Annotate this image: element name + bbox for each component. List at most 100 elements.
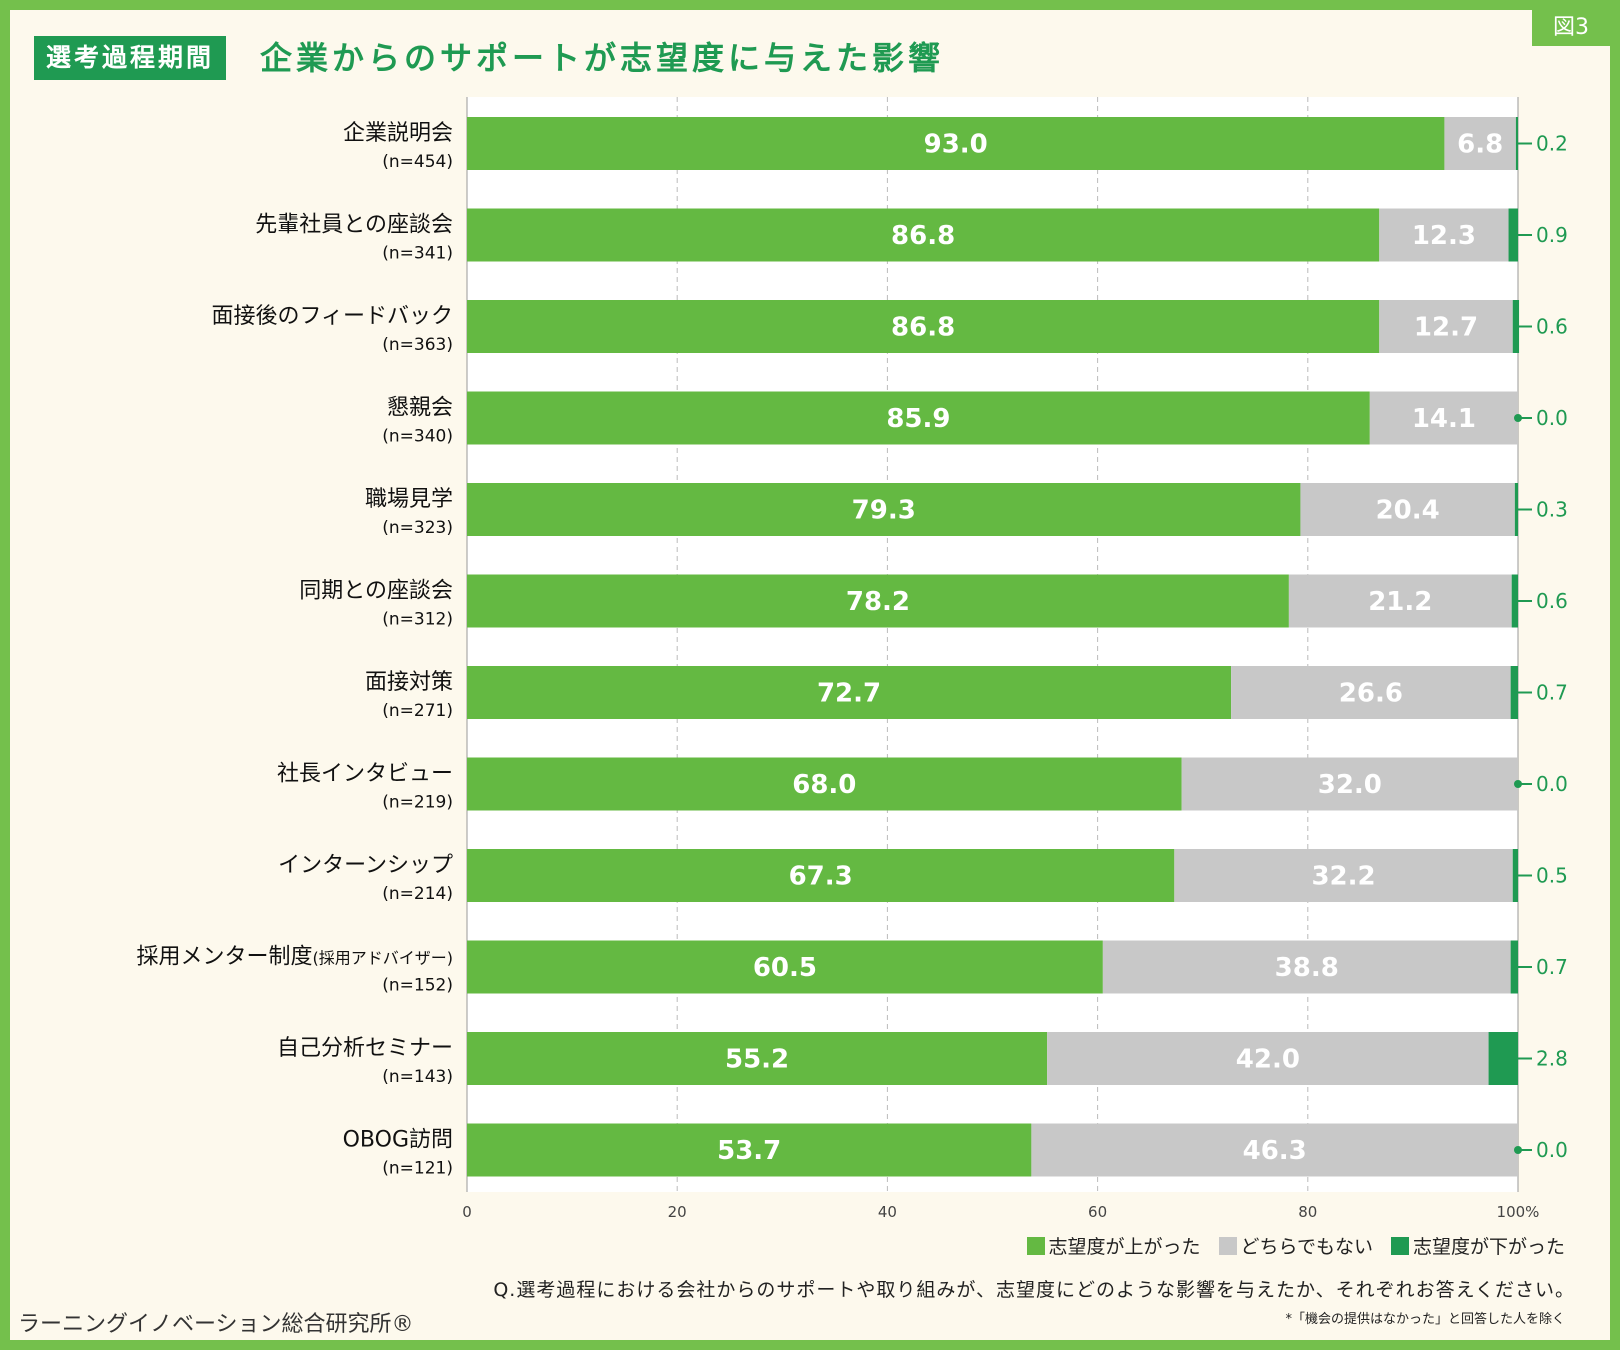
sample-size-label: (n=341) [382,244,453,264]
value-label-up: 67.3 [789,862,853,892]
plot-area [467,97,1518,1192]
value-label-up: 86.8 [891,221,955,251]
value-label-down: 0.0 [1536,1138,1568,1162]
bar-segment-neutral [1181,757,1518,811]
bar-segment-neutral [1379,300,1513,353]
x-tick-label: 0 [462,1203,472,1221]
value-label-down: 0.6 [1536,315,1568,339]
value-label-neutral: 38.8 [1275,953,1339,983]
bar-segment-neutral [1369,391,1518,445]
bar-segment-up [467,483,1301,536]
value-label-down: 0.7 [1536,681,1568,705]
value-label-up: 93.0 [924,130,988,160]
category-label: インターンシップ [278,853,453,878]
x-tick-label: 80 [1298,1203,1317,1221]
category-label: 社長インタビュー [277,762,453,787]
bar-segment-down [1512,849,1518,902]
value-label-neutral: 26.6 [1339,679,1403,709]
bar-segment-down [1515,117,1518,170]
value-label-down: 0.0 [1536,406,1568,430]
value-label-neutral: 12.3 [1412,221,1476,251]
stacked-bar-chart: 0 20 40 60 80 100% 企業説明会 (n=454) 93.0 6.8 0.2 先輩社員と… [136,97,1568,1221]
bar-segment-up [467,666,1232,719]
bar-segment-down [1510,666,1518,719]
legend-swatch-up [1026,1236,1045,1255]
value-label-up: 72.7 [817,679,881,709]
bar-segment-neutral [1300,483,1515,536]
value-label-up: 53.7 [717,1136,781,1166]
callout-dot [1514,414,1522,422]
value-label-down: 0.9 [1536,223,1568,247]
category-label: 懇親会 [387,396,453,421]
sample-size-label: (n=340) [382,427,453,447]
sample-size-label: (n=312) [382,610,453,630]
legend-item-up: 志望度が上がった [1026,1232,1201,1259]
value-label-down: 0.7 [1536,955,1568,979]
bar-segment-neutral [1444,117,1516,170]
legend-label-down: 志望度が下がった [1412,1236,1565,1258]
value-label-up: 85.9 [886,404,950,434]
value-label-down: 0.6 [1536,589,1568,613]
callout-dot [1514,1146,1522,1154]
bar-segment-down [1488,1032,1518,1085]
value-label-up: 79.3 [852,496,916,526]
x-tick-label: 40 [878,1203,897,1221]
sample-size-label: (n=363) [382,335,453,355]
value-label-neutral: 32.2 [1311,862,1375,892]
bar-segment-neutral [1174,849,1513,902]
sample-size-label: (n=323) [382,518,453,538]
legend-label-up: 志望度が上がった [1048,1236,1201,1258]
sample-size-label: (n=152) [382,976,453,996]
legend-item-neutral: どちらでもない [1218,1232,1373,1259]
bar-segment-up [467,940,1103,994]
bar-segment-neutral [1288,574,1512,628]
section-tag: 選考過程期間 [34,36,227,80]
bar-segment-neutral [1379,208,1509,262]
category-label: 先輩社員との座談会 [255,213,453,238]
category-label: 自己分析セミナー [277,1036,453,1061]
bar-segment-up [467,1032,1048,1085]
value-label-up: 68.0 [792,770,856,800]
bar-segment-neutral [1047,1032,1489,1085]
sample-size-label: (n=219) [382,793,453,813]
sample-size-label: (n=214) [382,884,453,904]
bar-segment-up [467,300,1380,353]
value-label-neutral: 21.2 [1368,587,1432,617]
legend-label-neutral: どちらでもない [1240,1236,1373,1258]
survey-question: Q.選考過程における会社からのサポートや取り組みが、志望度にどのような影響を与え… [493,1279,1575,1301]
value-label-down: 0.5 [1536,864,1568,888]
bar-segment-down [1512,300,1520,353]
value-label-neutral: 46.3 [1243,1136,1307,1166]
value-label-down: 0.2 [1536,132,1568,156]
figure-number: 図3 [1532,10,1610,46]
bar-segment-up [467,757,1182,811]
value-label-neutral: 20.4 [1376,496,1440,526]
source-credit: ラーニングイノベーション総合研究所® [18,1312,414,1337]
footnote: *「機会の提供はなかった」と回答した人を除く [1285,1312,1565,1327]
bar-segment-down [1511,574,1518,628]
bar-segment-neutral [1102,940,1511,994]
sample-size-label: (n=121) [382,1159,453,1179]
value-label-neutral: 42.0 [1236,1045,1300,1075]
value-label-down: 0.3 [1536,498,1568,522]
category-label: 面接後のフィードバック [211,304,453,329]
legend-item-down: 志望度が下がった [1390,1232,1565,1259]
value-label-up: 86.8 [891,313,955,343]
category-note: (採用アドバイザー) [313,949,454,968]
legend: 志望度が上がった どちらでもない 志望度が下がった [1026,1232,1565,1259]
bar-segment-up [467,117,1445,170]
value-label-up: 78.2 [846,587,910,617]
category-label: 採用メンター制度(採用アドバイザー) [136,945,453,970]
x-tick-label: 100% [1497,1203,1540,1221]
bar-segment-down [1510,940,1518,994]
bar-segment-up [467,391,1370,445]
bar-segment-down [1508,208,1518,262]
legend-swatch-down [1390,1236,1409,1255]
value-label-down: 0.0 [1536,772,1568,796]
category-label: 同期との座談会 [299,579,453,604]
sample-size-label: (n=143) [382,1067,453,1087]
category-label: 職場見学 [365,487,453,512]
bar-segment-up [467,574,1289,628]
x-tick-label: 20 [668,1203,687,1221]
legend-swatch-neutral [1218,1236,1237,1255]
